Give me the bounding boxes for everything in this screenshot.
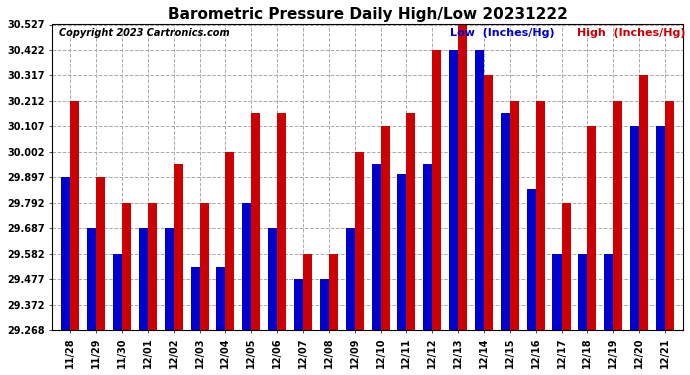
Bar bbox=[562, 203, 571, 330]
Bar bbox=[190, 267, 199, 330]
Bar bbox=[535, 101, 544, 330]
Bar bbox=[526, 189, 535, 330]
Bar bbox=[165, 228, 174, 330]
Bar bbox=[639, 75, 648, 330]
Bar bbox=[199, 203, 208, 330]
Bar bbox=[87, 228, 96, 330]
Bar bbox=[251, 113, 260, 330]
Bar bbox=[397, 174, 406, 330]
Bar bbox=[329, 254, 338, 330]
Text: High  (Inches/Hg): High (Inches/Hg) bbox=[578, 28, 686, 38]
Bar bbox=[553, 254, 562, 330]
Bar bbox=[61, 177, 70, 330]
Bar bbox=[578, 254, 587, 330]
Bar bbox=[277, 113, 286, 330]
Title: Barometric Pressure Daily High/Low 20231222: Barometric Pressure Daily High/Low 20231… bbox=[168, 7, 568, 22]
Bar bbox=[604, 254, 613, 330]
Bar bbox=[423, 164, 432, 330]
Bar bbox=[217, 267, 226, 330]
Bar bbox=[355, 152, 364, 330]
Bar bbox=[484, 75, 493, 330]
Text: Copyright 2023 Cartronics.com: Copyright 2023 Cartronics.com bbox=[59, 28, 230, 38]
Bar bbox=[371, 164, 381, 330]
Bar bbox=[70, 101, 79, 330]
Bar bbox=[501, 114, 510, 330]
Bar bbox=[613, 101, 622, 330]
Bar bbox=[475, 50, 484, 330]
Bar bbox=[458, 24, 467, 330]
Bar bbox=[319, 279, 329, 330]
Bar bbox=[96, 177, 105, 330]
Bar bbox=[381, 126, 390, 330]
Bar bbox=[346, 228, 355, 330]
Bar bbox=[665, 101, 674, 330]
Bar bbox=[449, 50, 458, 330]
Bar bbox=[268, 228, 277, 330]
Bar bbox=[139, 228, 148, 330]
Bar bbox=[174, 164, 183, 330]
Bar bbox=[303, 254, 312, 330]
Bar bbox=[242, 203, 251, 330]
Bar bbox=[630, 126, 639, 330]
Bar bbox=[406, 113, 415, 330]
Bar bbox=[113, 254, 122, 330]
Bar bbox=[226, 152, 235, 330]
Bar bbox=[294, 279, 303, 330]
Bar bbox=[432, 50, 442, 330]
Bar bbox=[587, 126, 596, 330]
Bar bbox=[656, 126, 665, 330]
Bar bbox=[148, 203, 157, 330]
Bar bbox=[510, 101, 519, 330]
Bar bbox=[122, 203, 131, 330]
Text: Low  (Inches/Hg): Low (Inches/Hg) bbox=[450, 28, 554, 38]
